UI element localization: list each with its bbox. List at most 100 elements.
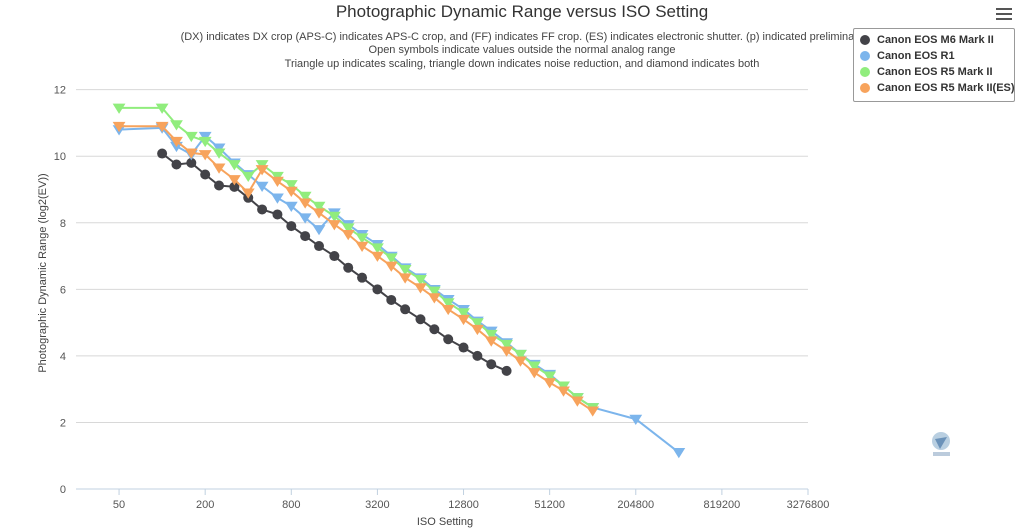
legend-item-r5-mark-ii[interactable]: Canon EOS R5 Mark II xyxy=(860,66,993,82)
data-point[interactable] xyxy=(198,131,212,143)
data-point[interactable] xyxy=(414,283,427,294)
data-point[interactable] xyxy=(300,231,311,242)
data-point[interactable] xyxy=(441,304,455,316)
chart-menu-icon[interactable] xyxy=(996,6,1012,20)
data-point[interactable] xyxy=(184,131,198,143)
data-point[interactable] xyxy=(298,198,312,209)
data-point[interactable] xyxy=(198,150,212,161)
data-point[interactable] xyxy=(155,121,169,133)
data-point[interactable] xyxy=(271,176,284,188)
data-point[interactable] xyxy=(341,230,355,241)
data-point[interactable] xyxy=(257,204,268,215)
data-point[interactable] xyxy=(543,378,557,389)
data-point[interactable] xyxy=(312,208,326,219)
data-point[interactable] xyxy=(314,241,325,252)
data-point[interactable] xyxy=(343,262,354,273)
data-point[interactable] xyxy=(443,334,454,345)
data-point[interactable] xyxy=(271,193,284,204)
data-point[interactable] xyxy=(543,371,557,382)
data-point[interactable] xyxy=(341,223,355,234)
data-point[interactable] xyxy=(286,221,297,232)
data-point[interactable] xyxy=(484,329,498,341)
series-2[interactable] xyxy=(112,103,600,414)
data-point[interactable] xyxy=(255,160,269,171)
data-point[interactable] xyxy=(298,191,312,203)
data-point[interactable] xyxy=(157,148,168,159)
data-point[interactable] xyxy=(501,365,512,376)
data-point[interactable] xyxy=(284,186,298,198)
data-point[interactable] xyxy=(427,293,441,304)
data-point[interactable] xyxy=(557,386,570,397)
series-3[interactable] xyxy=(112,121,600,417)
series-0[interactable] xyxy=(157,148,512,376)
data-point[interactable] xyxy=(629,414,643,426)
data-point[interactable] xyxy=(227,175,241,186)
data-point[interactable] xyxy=(484,336,498,347)
data-point[interactable] xyxy=(184,148,198,159)
data-point[interactable] xyxy=(212,143,226,154)
data-point[interactable] xyxy=(241,171,255,183)
data-point[interactable] xyxy=(112,103,126,114)
data-point[interactable] xyxy=(212,163,226,174)
data-point[interactable] xyxy=(570,396,584,407)
data-point[interactable] xyxy=(398,265,412,276)
data-point[interactable] xyxy=(200,169,211,180)
data-point[interactable] xyxy=(500,346,513,357)
data-point[interactable] xyxy=(371,243,384,254)
data-point[interactable] xyxy=(355,241,369,252)
data-point[interactable] xyxy=(458,342,469,353)
data-point[interactable] xyxy=(155,103,169,114)
data-point[interactable] xyxy=(527,361,541,372)
data-point[interactable] xyxy=(214,180,225,191)
data-point[interactable] xyxy=(312,225,326,236)
data-point[interactable] xyxy=(355,233,369,244)
data-point[interactable] xyxy=(470,318,484,329)
data-point[interactable] xyxy=(298,213,312,224)
data-point[interactable] xyxy=(329,251,340,262)
data-point[interactable] xyxy=(327,211,341,222)
data-point[interactable] xyxy=(672,448,686,459)
data-point[interactable] xyxy=(457,314,470,326)
data-point[interactable] xyxy=(171,159,182,170)
data-point[interactable] xyxy=(586,406,600,417)
data-point[interactable] xyxy=(472,350,483,361)
data-point[interactable] xyxy=(271,171,284,183)
data-point[interactable] xyxy=(229,181,240,192)
data-point[interactable] xyxy=(441,298,455,309)
data-point[interactable] xyxy=(557,381,570,392)
data-point[interactable] xyxy=(284,201,298,213)
data-point[interactable] xyxy=(384,253,398,264)
data-point[interactable] xyxy=(112,121,126,133)
data-point[interactable] xyxy=(272,209,283,220)
data-point[interactable] xyxy=(312,201,326,213)
data-point[interactable] xyxy=(327,220,341,231)
data-point[interactable] xyxy=(255,165,269,176)
data-point[interactable] xyxy=(500,339,513,351)
legend-item-r5-mark-ii-es[interactable]: Canon EOS R5 Mark II(ES) xyxy=(860,82,1015,98)
data-point[interactable] xyxy=(170,120,183,131)
data-point[interactable] xyxy=(386,294,397,305)
data-point[interactable] xyxy=(255,181,269,193)
data-point[interactable] xyxy=(429,324,440,335)
data-point[interactable] xyxy=(284,180,298,191)
series-1[interactable] xyxy=(112,123,686,459)
data-point[interactable] xyxy=(227,160,241,171)
data-point[interactable] xyxy=(514,356,527,367)
data-point[interactable] xyxy=(486,359,497,370)
data-point[interactable] xyxy=(241,188,255,199)
data-point[interactable] xyxy=(371,251,384,262)
data-point[interactable] xyxy=(170,136,183,148)
data-point[interactable] xyxy=(414,274,427,286)
data-point[interactable] xyxy=(212,148,226,159)
data-point[interactable] xyxy=(384,261,398,272)
data-point[interactable] xyxy=(457,308,470,319)
data-point[interactable] xyxy=(400,304,411,315)
legend-item-m6-mark-ii[interactable]: Canon EOS M6 Mark II xyxy=(860,34,994,50)
data-point[interactable] xyxy=(514,349,527,361)
data-point[interactable] xyxy=(427,286,441,297)
data-point[interactable] xyxy=(527,368,541,379)
legend-item-r1[interactable]: Canon EOS R1 xyxy=(860,50,955,66)
data-point[interactable] xyxy=(372,284,383,295)
data-point[interactable] xyxy=(186,157,197,168)
data-point[interactable] xyxy=(415,314,426,325)
